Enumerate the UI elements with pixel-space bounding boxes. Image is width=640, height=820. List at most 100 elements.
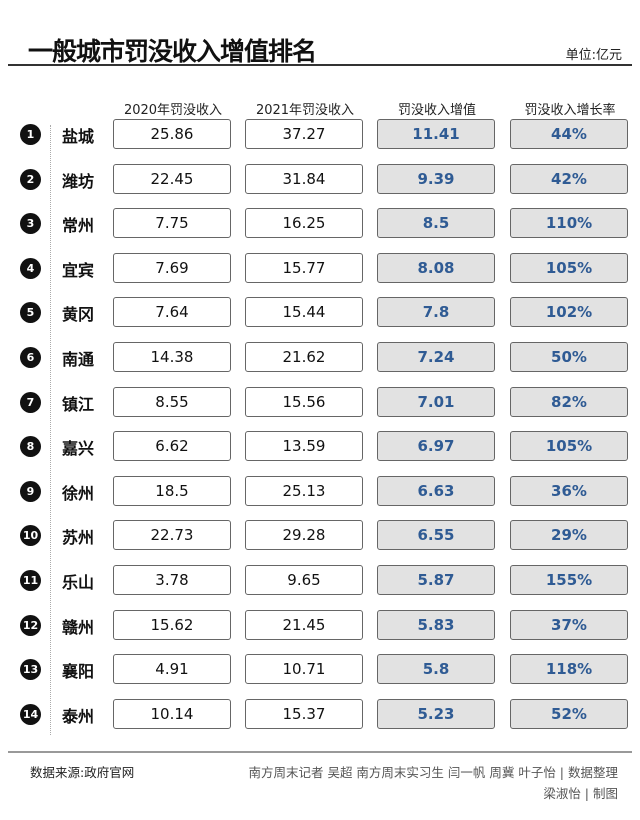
city-name: 盐城 — [62, 127, 95, 146]
value-2020: 3.78 — [113, 565, 231, 595]
value-2021: 37.27 — [245, 119, 363, 149]
rank-badge: 5 — [20, 302, 41, 324]
header-2020: 2020年罚没收入 — [123, 103, 223, 118]
value-2020: 7.69 — [113, 252, 231, 283]
value-2020: 10.14 — [113, 698, 231, 729]
value-rate: 118% — [510, 654, 628, 685]
value-2020: 22.45 — [113, 163, 231, 194]
value-rate: 29% — [510, 520, 628, 551]
value-rate: 36% — [510, 475, 628, 506]
value-2021: 13.59 — [245, 431, 363, 462]
value-increase: 5.83 — [377, 609, 495, 640]
rank-badge: 8 — [20, 436, 41, 458]
value-rate: 155% — [510, 565, 628, 595]
value-increase: 7.8 — [377, 297, 495, 328]
rank-badge: 11 — [20, 570, 41, 591]
value-rate: 105% — [510, 431, 628, 462]
value-increase: 6.63 — [377, 475, 495, 506]
value-2021: 15.56 — [245, 386, 363, 417]
page-title: 一般城市罚没收入增值排名 — [28, 37, 317, 66]
rank-badge: 12 — [20, 614, 41, 636]
value-increase: 11.41 — [377, 119, 495, 149]
value-2021: 9.65 — [245, 565, 363, 595]
value-increase: 9.39 — [377, 163, 495, 194]
value-increase: 5.8 — [377, 654, 495, 685]
value-increase: 5.87 — [377, 565, 495, 595]
value-rate: 42% — [510, 163, 628, 194]
table-row: 11 乐山 3.78 9.65 5.87 155% — [0, 565, 640, 595]
credit-line: 梁淑怡 | 制图 — [543, 786, 618, 801]
value-2020: 4.91 — [113, 654, 231, 685]
city-name: 苏州 — [62, 528, 95, 548]
value-increase: 6.97 — [377, 431, 495, 462]
unit-label: 单位:亿元 — [565, 48, 622, 63]
value-2021: 21.62 — [245, 342, 363, 372]
value-rate: 37% — [510, 609, 628, 640]
title-divider — [8, 64, 632, 66]
value-2020: 18.5 — [113, 475, 231, 506]
dotted-divider — [50, 125, 51, 735]
value-2021: 21.45 — [245, 609, 363, 640]
table-row: 7 镇江 8.55 15.56 7.01 82% — [0, 386, 640, 417]
value-rate: 50% — [510, 342, 628, 372]
table-row: 14 泰州 10.14 15.37 5.23 52% — [0, 698, 640, 729]
rank-badge: 2 — [20, 168, 41, 190]
city-name: 镇江 — [62, 394, 95, 414]
value-2021: 15.37 — [245, 698, 363, 729]
value-2020: 22.73 — [113, 520, 231, 551]
table-row: 10 苏州 22.73 29.28 6.55 29% — [0, 520, 640, 551]
value-rate: 82% — [510, 386, 628, 417]
value-2020: 25.86 — [113, 119, 231, 149]
value-increase: 7.24 — [377, 342, 495, 372]
value-2021: 29.28 — [245, 520, 363, 551]
value-2020: 8.55 — [113, 386, 231, 417]
city-name: 宜宾 — [62, 260, 95, 280]
header-2021: 2021年罚没收入 — [255, 103, 355, 118]
table-row: 9 徐州 18.5 25.13 6.63 36% — [0, 475, 640, 506]
value-increase: 6.55 — [377, 520, 495, 551]
table-row: 13 襄阳 4.91 10.71 5.8 118% — [0, 654, 640, 685]
value-increase: 5.23 — [377, 698, 495, 729]
rank-badge: 13 — [20, 659, 41, 681]
table-row: 4 宜宾 7.69 15.77 8.08 105% — [0, 252, 640, 283]
city-name: 黄冈 — [62, 305, 95, 325]
rank-badge: 4 — [20, 257, 41, 279]
value-2020: 14.38 — [113, 342, 231, 372]
value-2021: 31.84 — [245, 163, 363, 194]
value-2021: 25.13 — [245, 475, 363, 506]
rank-badge: 1 — [20, 124, 41, 145]
credit-line: 南方周末记者 吴超 南方周末实习生 闫一帆 周冀 叶子怡 | 数据整理 — [248, 765, 618, 780]
table-row: 12 赣州 15.62 21.45 5.83 37% — [0, 609, 640, 640]
table-row: 5 黄冈 7.64 15.44 7.8 102% — [0, 297, 640, 328]
city-name: 赣州 — [62, 617, 95, 637]
value-2020: 7.64 — [113, 297, 231, 328]
value-rate: 105% — [510, 252, 628, 283]
value-rate: 52% — [510, 698, 628, 729]
credits: 南方周末记者 吴超 南方周末实习生 闫一帆 周冀 叶子怡 | 数据整理 梁淑怡 … — [198, 762, 618, 804]
value-2021: 15.44 — [245, 297, 363, 328]
city-name: 潍坊 — [62, 171, 95, 191]
value-increase: 8.5 — [377, 208, 495, 239]
table-row: 1 盐城 25.86 37.27 11.41 44% — [0, 119, 640, 149]
value-rate: 44% — [510, 119, 628, 149]
table-row: 3 常州 7.75 16.25 8.5 110% — [0, 208, 640, 239]
rank-badge: 10 — [20, 525, 41, 547]
rank-badge: 6 — [20, 347, 41, 368]
value-2020: 7.75 — [113, 208, 231, 239]
city-name: 常州 — [62, 216, 95, 236]
value-2021: 10.71 — [245, 654, 363, 685]
rank-badge: 14 — [20, 703, 41, 725]
city-name: 徐州 — [62, 483, 95, 503]
city-name: 嘉兴 — [62, 439, 95, 459]
header-rate: 罚没收入增长率 — [524, 103, 616, 118]
value-increase: 8.08 — [377, 252, 495, 283]
value-rate: 110% — [510, 208, 628, 239]
city-name: 襄阳 — [62, 662, 95, 682]
value-2021: 16.25 — [245, 208, 363, 239]
value-increase: 7.01 — [377, 386, 495, 417]
footer-divider — [8, 751, 632, 753]
city-name: 乐山 — [62, 573, 95, 592]
data-source: 数据来源:政府官网 — [30, 765, 135, 780]
value-2020: 6.62 — [113, 431, 231, 462]
